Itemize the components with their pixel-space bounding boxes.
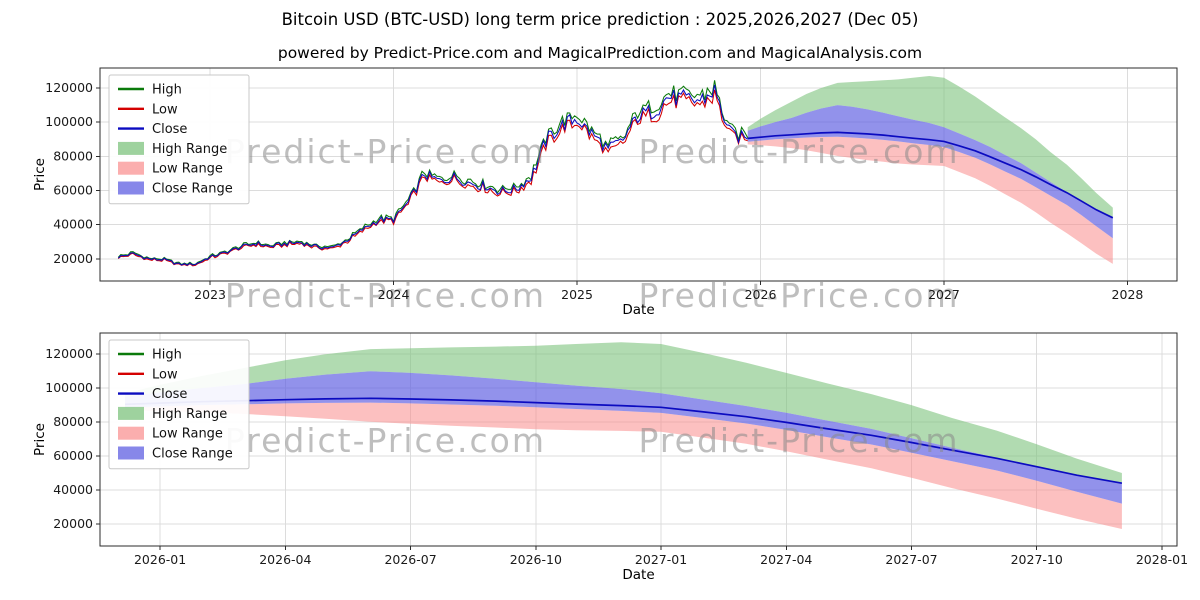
legend-label: High Range (152, 142, 227, 157)
y-axis-label: Price (32, 423, 48, 456)
legend-label: High (152, 348, 182, 363)
x-tick-label: 2027-10 (1011, 552, 1063, 567)
y-axis-label: Price (32, 158, 48, 191)
legend-item: Low Range (118, 426, 223, 442)
legend-label: Close Range (152, 182, 233, 197)
watermark: Predict-Price.com (225, 276, 546, 315)
band-close-range (747, 105, 1113, 239)
legend-swatch-patch (118, 426, 144, 440)
y-tick-label: 20000 (53, 516, 93, 531)
watermark: Predict-Price.com (225, 421, 546, 460)
watermark: Predict-Price.com (639, 132, 960, 171)
x-tick-label: 2025 (561, 287, 593, 302)
x-axis-label: Date (622, 567, 654, 583)
legend-item: Close (118, 387, 187, 402)
y-tick-label: 40000 (53, 217, 93, 232)
legend-swatch-patch (118, 446, 144, 460)
y-tick-label: 100000 (45, 114, 93, 129)
x-tick-label: 2023 (194, 287, 226, 302)
band-low-range (125, 402, 1122, 529)
watermark: Predict-Price.com (225, 132, 546, 171)
band-close-range (125, 371, 1122, 504)
watermark: Predict-Price.com (639, 421, 960, 460)
x-tick-label: 2028 (1112, 287, 1144, 302)
y-tick-label: 100000 (45, 380, 93, 395)
x-tick-label: 2027-01 (635, 552, 687, 567)
band-low-range (747, 136, 1113, 264)
legend-label: Low (152, 102, 178, 117)
legend-item: High Range (118, 406, 227, 422)
legend-swatch-patch (118, 161, 144, 175)
x-tick-label: 2028-01 (1136, 552, 1188, 567)
y-tick-label: 60000 (53, 182, 93, 197)
y-tick-label: 20000 (53, 251, 93, 266)
x-tick-label: 2026-10 (510, 552, 562, 567)
legend-label: Close (152, 122, 187, 137)
legend-item: Close Range (118, 181, 233, 197)
legend-swatch-patch (118, 181, 144, 195)
y-tick-label: 120000 (45, 346, 93, 361)
ticks: 2026-01 2026-04 2026-07 2026-10 2027-01 2027-… (45, 346, 1188, 567)
history-close-line (117, 84, 748, 266)
plot-border (99, 67, 1178, 282)
legend-label: Close (152, 387, 187, 402)
legend-swatch-patch (118, 141, 144, 155)
legend-item: High (118, 348, 182, 363)
legend-label: Low Range (152, 427, 223, 442)
x-tick-label: 2026-01 (134, 552, 186, 567)
legend-label: Low (152, 367, 178, 382)
x-tick-label: 2026-07 (384, 552, 436, 567)
band-high-range (125, 342, 1122, 483)
y-tick-label: 60000 (53, 448, 93, 463)
legend-item: Low Range (118, 161, 223, 177)
legend-item: Low (118, 102, 178, 117)
legend: High Low Close High Range Low Range Close Ran… (108, 74, 250, 205)
panel-history-and-forecast: Predict-Price.com Predict-Price.com Predic… (32, 67, 1178, 318)
legend-label: High (152, 83, 182, 98)
ticks: 2023 2024 2025 2026 2027 2028 20000 40000 60000 8… (45, 80, 1143, 302)
legend-label: Low Range (152, 162, 223, 177)
legend-label: High Range (152, 407, 227, 422)
panel-forecast-detail: Predict-Price.com Predict-Price.com2026-0… (32, 332, 1188, 583)
plot-border (99, 332, 1178, 547)
legend-label: Close Range (152, 447, 233, 462)
x-tick-label: 2027-07 (885, 552, 937, 567)
y-tick-label: 80000 (53, 414, 93, 429)
band-high-range (747, 76, 1113, 217)
x-tick-label: 2027-04 (760, 552, 812, 567)
legend-item: Close (118, 122, 187, 137)
grid (100, 68, 1177, 281)
x-tick-label: 2026-04 (259, 552, 311, 567)
legend-swatch-patch (118, 406, 144, 420)
y-tick-label: 80000 (53, 148, 93, 163)
history-low-line (117, 89, 748, 267)
x-tick-label: 2024 (378, 287, 410, 302)
legend: High Low Close High Range Low Range Close Ran… (108, 339, 250, 470)
x-tick-label: 2027 (928, 287, 960, 302)
legend-item: Close Range (118, 446, 233, 462)
forecast-close-line (124, 397, 1123, 485)
x-tick-label: 2026 (745, 287, 777, 302)
x-axis-label: Date (622, 302, 654, 318)
y-tick-label: 120000 (45, 80, 93, 95)
legend-item: High (118, 83, 182, 98)
legend-item: Low (118, 367, 178, 382)
watermark: Predict-Price.com (639, 276, 960, 315)
forecast-close-line (747, 131, 1114, 219)
legend-item: High Range (118, 141, 227, 157)
y-tick-label: 40000 (53, 482, 93, 497)
